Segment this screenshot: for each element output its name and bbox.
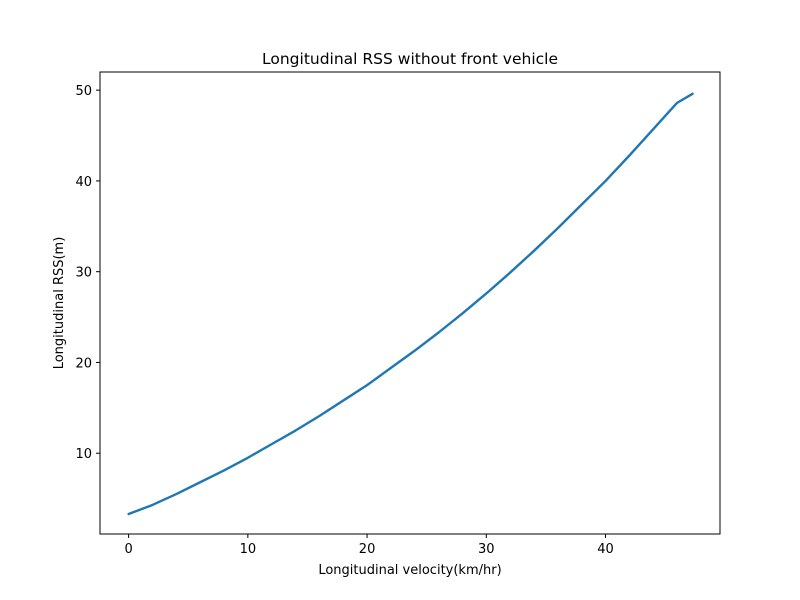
plot-frame — [99, 71, 721, 535]
series-layer — [127, 92, 694, 516]
series-line-0 — [127, 92, 694, 516]
y-axis-label: Longitudinal RSS(m) — [52, 237, 67, 370]
x-tick-label: 10 — [240, 542, 257, 557]
y-tick-label: 50 — [75, 84, 92, 99]
y-axis-ticks: 10 20 30 40 50 — [75, 84, 100, 462]
y-tick-label: 40 — [75, 175, 92, 190]
x-axis-ticks: 0 10 20 30 40 — [124, 534, 614, 557]
y-tick-label: 20 — [75, 356, 92, 371]
x-tick-label: 30 — [478, 542, 495, 557]
y-tick-label: 10 — [75, 447, 92, 462]
chart-title: Longitudinal RSS without front vehicle — [262, 50, 558, 68]
x-tick-label: 20 — [359, 542, 376, 557]
y-tick-label: 30 — [75, 266, 92, 281]
x-tick-label: 40 — [597, 542, 614, 557]
x-axis-label: Longitudinal velocity(km/hr) — [318, 563, 501, 578]
x-tick-label: 0 — [124, 542, 132, 557]
plot-background — [100, 72, 720, 534]
